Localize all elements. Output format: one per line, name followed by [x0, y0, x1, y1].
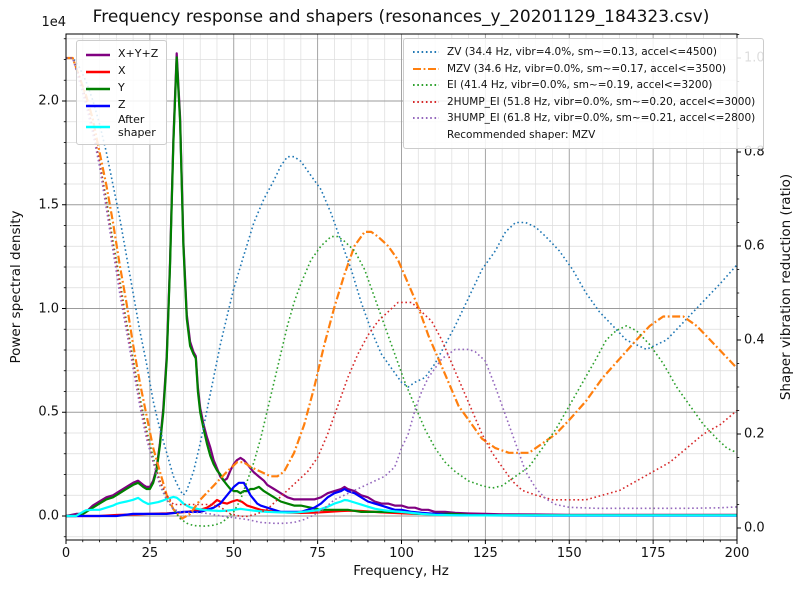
- psd-legend: X+Y+Z X Y Z After shaper: [76, 40, 168, 146]
- legend-item-label: X+Y+Z: [118, 47, 159, 61]
- x-tick-0: 0: [61, 546, 71, 561]
- psd-axis-offset-label: 1e4: [41, 15, 66, 30]
- x-tick-25: 25: [141, 546, 159, 561]
- x-axis-label: Frequency, Hz: [353, 563, 449, 579]
- x-tick-175: 175: [640, 546, 666, 561]
- psd-tick-2.0: 2.0: [38, 93, 59, 109]
- legend-item-label: ZV (34.4 Hz, vibr=4.0%, sm~=0.13, accel<…: [447, 46, 717, 59]
- psd-tick-1.5: 1.5: [38, 197, 59, 213]
- legend-line-swatch: [413, 100, 439, 103]
- legend-item: After shaper: [85, 113, 158, 139]
- axis-ticks: [62, 34, 741, 544]
- x-tick-150: 150: [556, 546, 582, 561]
- legend-line-swatch: [86, 87, 110, 90]
- legend-item-label: Z: [118, 98, 126, 112]
- x-tick-100: 100: [389, 546, 414, 561]
- x-tick-125: 125: [472, 546, 498, 561]
- psd-axis-label: Power spectral density: [8, 210, 24, 364]
- ratio-axis-label: Shaper vibration reduction (ratio): [778, 173, 794, 401]
- ratio-tick-0.0: 0.0: [744, 520, 765, 536]
- x-tick-200: 200: [724, 546, 750, 561]
- x-tick-50: 50: [225, 546, 243, 561]
- curve-mzv: [66, 56, 737, 520]
- legend-item-label: EI (41.4 Hz, vibr=0.0%, sm~=0.19, accel<…: [447, 79, 713, 92]
- legend-line-swatch: [86, 70, 110, 73]
- curve-2hump-ei: [66, 57, 737, 518]
- legend-item: X+Y+Z: [85, 46, 158, 63]
- psd-tick-1.0: 1.0: [38, 301, 59, 316]
- legend-item: 3HUMP_EI (61.8 Hz, vibr=0.0%, sm~=0.21, …: [412, 110, 755, 127]
- legend-item: Z: [85, 97, 158, 114]
- ratio-tick-0.2: 0.2: [744, 426, 765, 442]
- legend-item-label: X: [118, 64, 126, 78]
- legend-item-label: After shaper: [118, 113, 156, 139]
- recommended-shaper-text: Recommended shaper: MZV: [447, 128, 596, 141]
- legend-item: ZV (34.4 Hz, vibr=4.0%, sm~=0.13, accel<…: [412, 44, 755, 61]
- curve-3hump-ei: [66, 57, 737, 525]
- curves: [66, 52, 737, 527]
- legend-line-swatch: [413, 84, 439, 87]
- legend-item: Y: [85, 80, 158, 97]
- legend-line-swatch: [86, 125, 110, 128]
- legend-item-label: MZV (34.6 Hz, vibr=0.0%, sm~=0.17, accel…: [447, 62, 727, 75]
- legend-item: 2HUMP_EI (51.8 Hz, vibr=0.0%, sm~=0.20, …: [412, 94, 755, 111]
- legend-line-swatch: [413, 67, 439, 70]
- legend-line-swatch: [86, 53, 110, 56]
- shaper-legend: ZV (34.4 Hz, vibr=4.0%, sm~=0.13, accel<…: [403, 38, 765, 149]
- curve-after-shaper: [66, 495, 737, 518]
- legend-item-label: Y: [118, 81, 125, 95]
- curve-ei: [66, 57, 737, 527]
- psd-tick-0.5: 0.5: [38, 404, 59, 420]
- curve-zv: [66, 57, 737, 496]
- ratio-tick-0.4: 0.4: [744, 332, 765, 348]
- x-tick-75: 75: [309, 546, 326, 561]
- curve-y: [66, 56, 737, 518]
- psd-tick-0.0: 0.0: [38, 508, 59, 524]
- legend-recommended-row: Recommended shaper: MZV: [412, 127, 755, 144]
- legend-line-swatch: [413, 117, 439, 120]
- legend-item-label: 2HUMP_EI (51.8 Hz, vibr=0.0%, sm~=0.20, …: [447, 95, 756, 108]
- ratio-tick-0.6: 0.6: [744, 238, 765, 254]
- chart-title: Frequency response and shapers (resonanc…: [92, 7, 710, 27]
- legend-item: EI (41.4 Hz, vibr=0.0%, sm~=0.19, accel<…: [412, 77, 755, 94]
- legend-item: MZV (34.6 Hz, vibr=0.0%, sm~=0.17, accel…: [412, 61, 755, 78]
- legend-item-label: 3HUMP_EI (61.8 Hz, vibr=0.0%, sm~=0.21, …: [447, 112, 756, 125]
- legend-line-swatch: [86, 104, 110, 107]
- legend-item: X: [85, 63, 158, 80]
- legend-line-swatch: [413, 51, 439, 54]
